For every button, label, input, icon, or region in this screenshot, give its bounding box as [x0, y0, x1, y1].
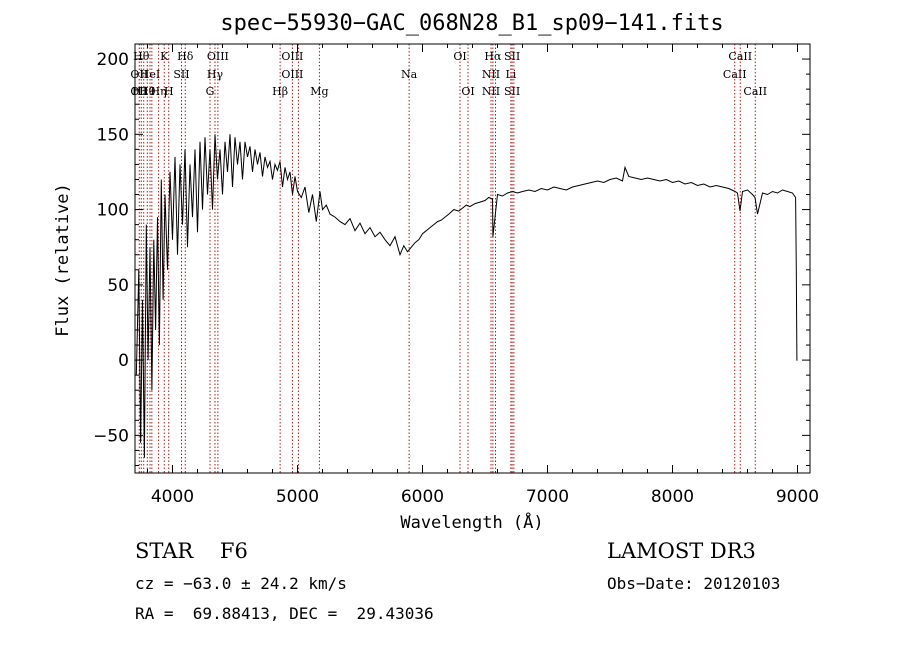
annotation-label: SII: [173, 68, 189, 81]
x-tick-label: 9000: [776, 487, 819, 507]
annotation-label: Na: [401, 68, 418, 81]
chart-title: spec−55930−GAC_068N28_B1_sp09−141.fits: [220, 11, 723, 36]
y-tick-label: −50: [93, 426, 129, 446]
annotation-label: Mg: [310, 85, 328, 98]
annotation-label: Hα: [484, 50, 502, 63]
annotation-label: Li: [505, 68, 516, 81]
annotation-label: CaII: [743, 85, 767, 98]
spectrum-series: [135, 134, 798, 458]
annotation-label: H9: [139, 85, 156, 98]
annotation-label: H10: [132, 85, 156, 98]
spectrum-line: [135, 134, 798, 458]
object-class: STAR F6: [135, 539, 248, 563]
annotation-label: SII: [504, 50, 520, 63]
x-tick-label: 6000: [401, 487, 444, 507]
y-tick-label: 200: [97, 50, 129, 70]
annotation-label: OIII: [207, 50, 229, 63]
annotation-label: Hη: [151, 85, 167, 98]
annotation-label: OIII: [281, 68, 303, 81]
annotation-label: OI: [461, 85, 474, 98]
annotation-label: K: [160, 50, 169, 63]
coordinates: RA = 69.88413, DEC = 29.43036: [135, 604, 434, 623]
redshift-velocity: cz = −63.0 ± 24.2 km/s: [135, 574, 347, 593]
y-axis-label: Flux (relative): [53, 183, 73, 337]
y-tick-label: 50: [107, 276, 129, 296]
x-axis-label: Wavelength (Å): [400, 511, 543, 533]
annotation-label: CaII: [723, 68, 747, 81]
y-tick-label: 150: [97, 125, 129, 145]
observation-date: Obs−Date: 20120103: [607, 574, 781, 593]
annotation-label: Hθ: [133, 50, 150, 63]
annotation-label: Hγ: [207, 68, 224, 81]
plot-frame: [134, 43, 811, 474]
annotation-label: G: [206, 85, 215, 98]
y-tick-label: 0: [118, 351, 129, 371]
annotation-label: CaII: [728, 50, 752, 63]
y-tick-label: 100: [97, 201, 129, 221]
annotation-label: SII: [504, 85, 520, 98]
annotation-label: Hβ: [272, 85, 288, 98]
annotation-label: OIII: [281, 50, 303, 63]
annotation-label: NII: [482, 85, 500, 98]
x-tick-label: 5000: [276, 487, 319, 507]
x-tick-label: 7000: [526, 487, 569, 507]
annotation-label: NII: [482, 68, 500, 81]
y-axis: −50 0 50 100 150 200: [93, 50, 810, 466]
annotation-label: Hδ: [177, 50, 194, 63]
x-tick-label: 8000: [651, 487, 694, 507]
line-annotation-markers: OIIOIIHθH10H9HeIHηKHSIIHδGHγOIIIHβOIIIOI…: [130, 44, 767, 473]
annotation-label: OI: [453, 50, 466, 63]
x-tick-label: 4000: [151, 487, 194, 507]
x-axis: 4000 5000 6000 7000 8000 9000: [147, 44, 819, 507]
annotation-label: HeI: [140, 68, 160, 81]
annotation-label: H: [164, 85, 174, 98]
survey-name: LAMOST DR3: [607, 539, 756, 563]
